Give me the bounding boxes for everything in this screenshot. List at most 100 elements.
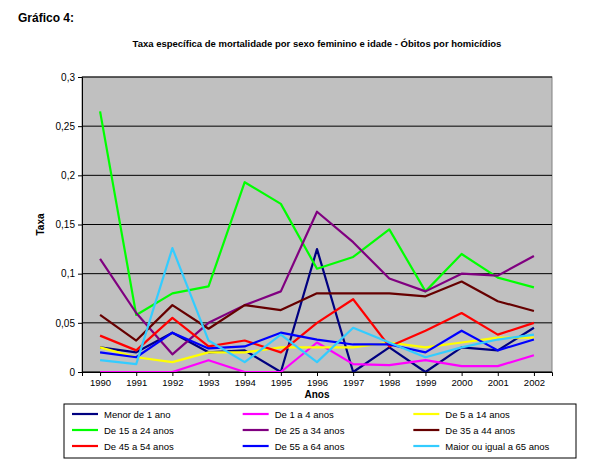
y-tick: 0,25 xyxy=(56,121,82,132)
y-axis: 0 0,05 0,1 0,15 0,2 0,25 0,3 xyxy=(56,72,83,378)
grid-line xyxy=(82,175,552,176)
x-tick-label: 1997 xyxy=(343,377,364,388)
legend-box xyxy=(64,404,576,458)
x-tick-label: 1999 xyxy=(415,377,436,388)
y-tick-label: 0,3 xyxy=(61,72,75,83)
x-tick: 1994 xyxy=(235,372,256,388)
y-tick-mark xyxy=(78,77,82,78)
x-tick-mark xyxy=(317,372,318,376)
legend-label: De 25 a 34 anos xyxy=(275,425,345,436)
title: Taxa específica de mortalidade por sexo … xyxy=(133,38,502,49)
x-tick: 1992 xyxy=(162,372,183,388)
grid-line xyxy=(82,126,552,127)
x-tick-mark xyxy=(136,372,137,376)
legend-swatch xyxy=(243,445,269,447)
x-tick-mark xyxy=(389,372,390,376)
x-tick: 1996 xyxy=(307,372,328,388)
series-line xyxy=(100,248,534,364)
y-tick-label: 0,25 xyxy=(56,121,76,132)
x-tick-label: 1990 xyxy=(90,377,111,388)
y-tick-mark xyxy=(78,175,82,176)
chart: Gráfico 4: Taxa específica de mortalidade… xyxy=(0,0,601,466)
y-tick: 0,1 xyxy=(61,268,82,279)
plot-area xyxy=(82,77,552,372)
legend-swatch xyxy=(72,445,98,447)
legend-swatch xyxy=(413,429,439,431)
legend-swatch xyxy=(72,429,98,431)
legend-label: De 15 a 24 anos xyxy=(104,425,174,436)
y-tick-label: 0,2 xyxy=(61,170,75,181)
x-tick-mark xyxy=(353,372,354,376)
legend-label: Menor de 1 ano xyxy=(104,409,171,420)
y-axis-line xyxy=(78,78,83,373)
y-tick-mark xyxy=(78,126,82,127)
legend-swatch xyxy=(72,413,98,415)
x-tick-label: 1991 xyxy=(126,377,147,388)
y-tick: 0,15 xyxy=(56,219,82,230)
y-axis-title: Taxa xyxy=(35,213,46,235)
x-tick-mark xyxy=(534,372,535,376)
series-line xyxy=(100,282,534,341)
legend-label: De 55 a 64 anos xyxy=(275,441,345,452)
x-tick: 2002 xyxy=(524,372,545,388)
y-tick-label: 0,1 xyxy=(61,268,75,279)
x-tick: 1990 xyxy=(90,372,111,388)
x-tick-label: 1995 xyxy=(271,377,292,388)
series-line xyxy=(100,299,534,352)
series-line xyxy=(100,212,534,355)
y-tick-label: 0 xyxy=(69,367,75,378)
series-line xyxy=(100,338,534,363)
x-tick-mark xyxy=(172,372,173,376)
legend-label: Maior ou igual a 65 anos xyxy=(445,441,549,452)
y-tick-mark xyxy=(78,274,82,275)
x-axis-title: Anos xyxy=(305,389,330,400)
x-axis-line xyxy=(83,373,553,377)
x-tick: 2001 xyxy=(488,372,509,388)
y-tick: 0,2 xyxy=(61,170,82,181)
y-tick: 0,3 xyxy=(61,72,82,83)
legend-label: De 35 a 44 anos xyxy=(445,425,515,436)
x-tick-label: 1998 xyxy=(379,377,400,388)
x-tick-mark xyxy=(245,372,246,376)
x-tick-mark xyxy=(425,372,426,376)
x-tick-mark xyxy=(498,372,499,376)
legend-label: De 5 a 14 anos xyxy=(445,409,510,420)
x-tick-label: 2002 xyxy=(524,377,545,388)
x-tick: 1999 xyxy=(415,372,436,388)
x-tick: 1997 xyxy=(343,372,364,388)
x-tick-label: 1992 xyxy=(162,377,183,388)
x-tick: 1993 xyxy=(198,372,219,388)
x-tick-mark xyxy=(462,372,463,376)
legend: Menor de 1 ano De 1 a 4 anos De 5 a 14 ano… xyxy=(64,404,576,458)
x-tick-label: 2000 xyxy=(452,377,473,388)
x-tick-label: 1996 xyxy=(307,377,328,388)
legend-label: De 45 a 54 anos xyxy=(104,441,174,452)
x-tick-mark xyxy=(209,372,210,376)
y-tick-mark xyxy=(78,372,82,373)
grid-line xyxy=(82,224,552,225)
legend-label: De 1 a 4 anos xyxy=(275,409,334,420)
x-tick: 1998 xyxy=(379,372,400,388)
legend-swatch xyxy=(243,429,269,431)
y-tick: 0 xyxy=(69,367,82,378)
x-tick-label: 1994 xyxy=(235,377,256,388)
x-tick-label: 1993 xyxy=(198,377,219,388)
legend-swatch xyxy=(413,445,439,447)
legend-swatch xyxy=(413,413,439,415)
x-tick: 1991 xyxy=(126,372,147,388)
y-tick-label: 0,15 xyxy=(56,219,76,230)
x-tick: 2000 xyxy=(452,372,473,388)
grid xyxy=(82,77,552,372)
series-group xyxy=(100,111,534,372)
y-tick: 0,05 xyxy=(56,318,82,329)
x-tick-mark xyxy=(281,372,282,376)
grid-line xyxy=(82,77,552,78)
y-tick-mark xyxy=(78,225,82,226)
y-tick-mark xyxy=(78,323,82,324)
heading: Gráfico 4: xyxy=(18,11,74,25)
x-tick-mark xyxy=(100,372,101,376)
x-tick-label: 2001 xyxy=(488,377,509,388)
x-axis: 1990 1991 1992 1993 1994 1995 1996 1997 1998 1999… xyxy=(83,372,553,388)
y-tick-label: 0,05 xyxy=(56,318,76,329)
x-tick: 1995 xyxy=(271,372,292,388)
